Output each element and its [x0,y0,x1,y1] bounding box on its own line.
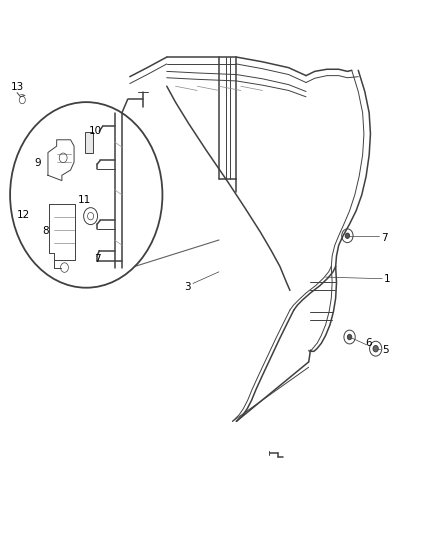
Text: 7: 7 [381,233,388,244]
Text: 12: 12 [17,210,30,220]
Circle shape [373,345,378,352]
Circle shape [347,334,352,340]
Text: 11: 11 [78,195,91,205]
Text: 9: 9 [34,158,41,168]
Text: 8: 8 [43,226,49,236]
Text: 3: 3 [184,281,191,292]
Text: 5: 5 [382,345,389,355]
Circle shape [345,233,350,238]
Text: 6: 6 [365,338,372,348]
Text: 10: 10 [88,126,102,136]
Text: 1: 1 [384,273,390,284]
Text: 13: 13 [11,82,24,92]
FancyBboxPatch shape [85,132,93,152]
Text: 7: 7 [94,254,101,263]
